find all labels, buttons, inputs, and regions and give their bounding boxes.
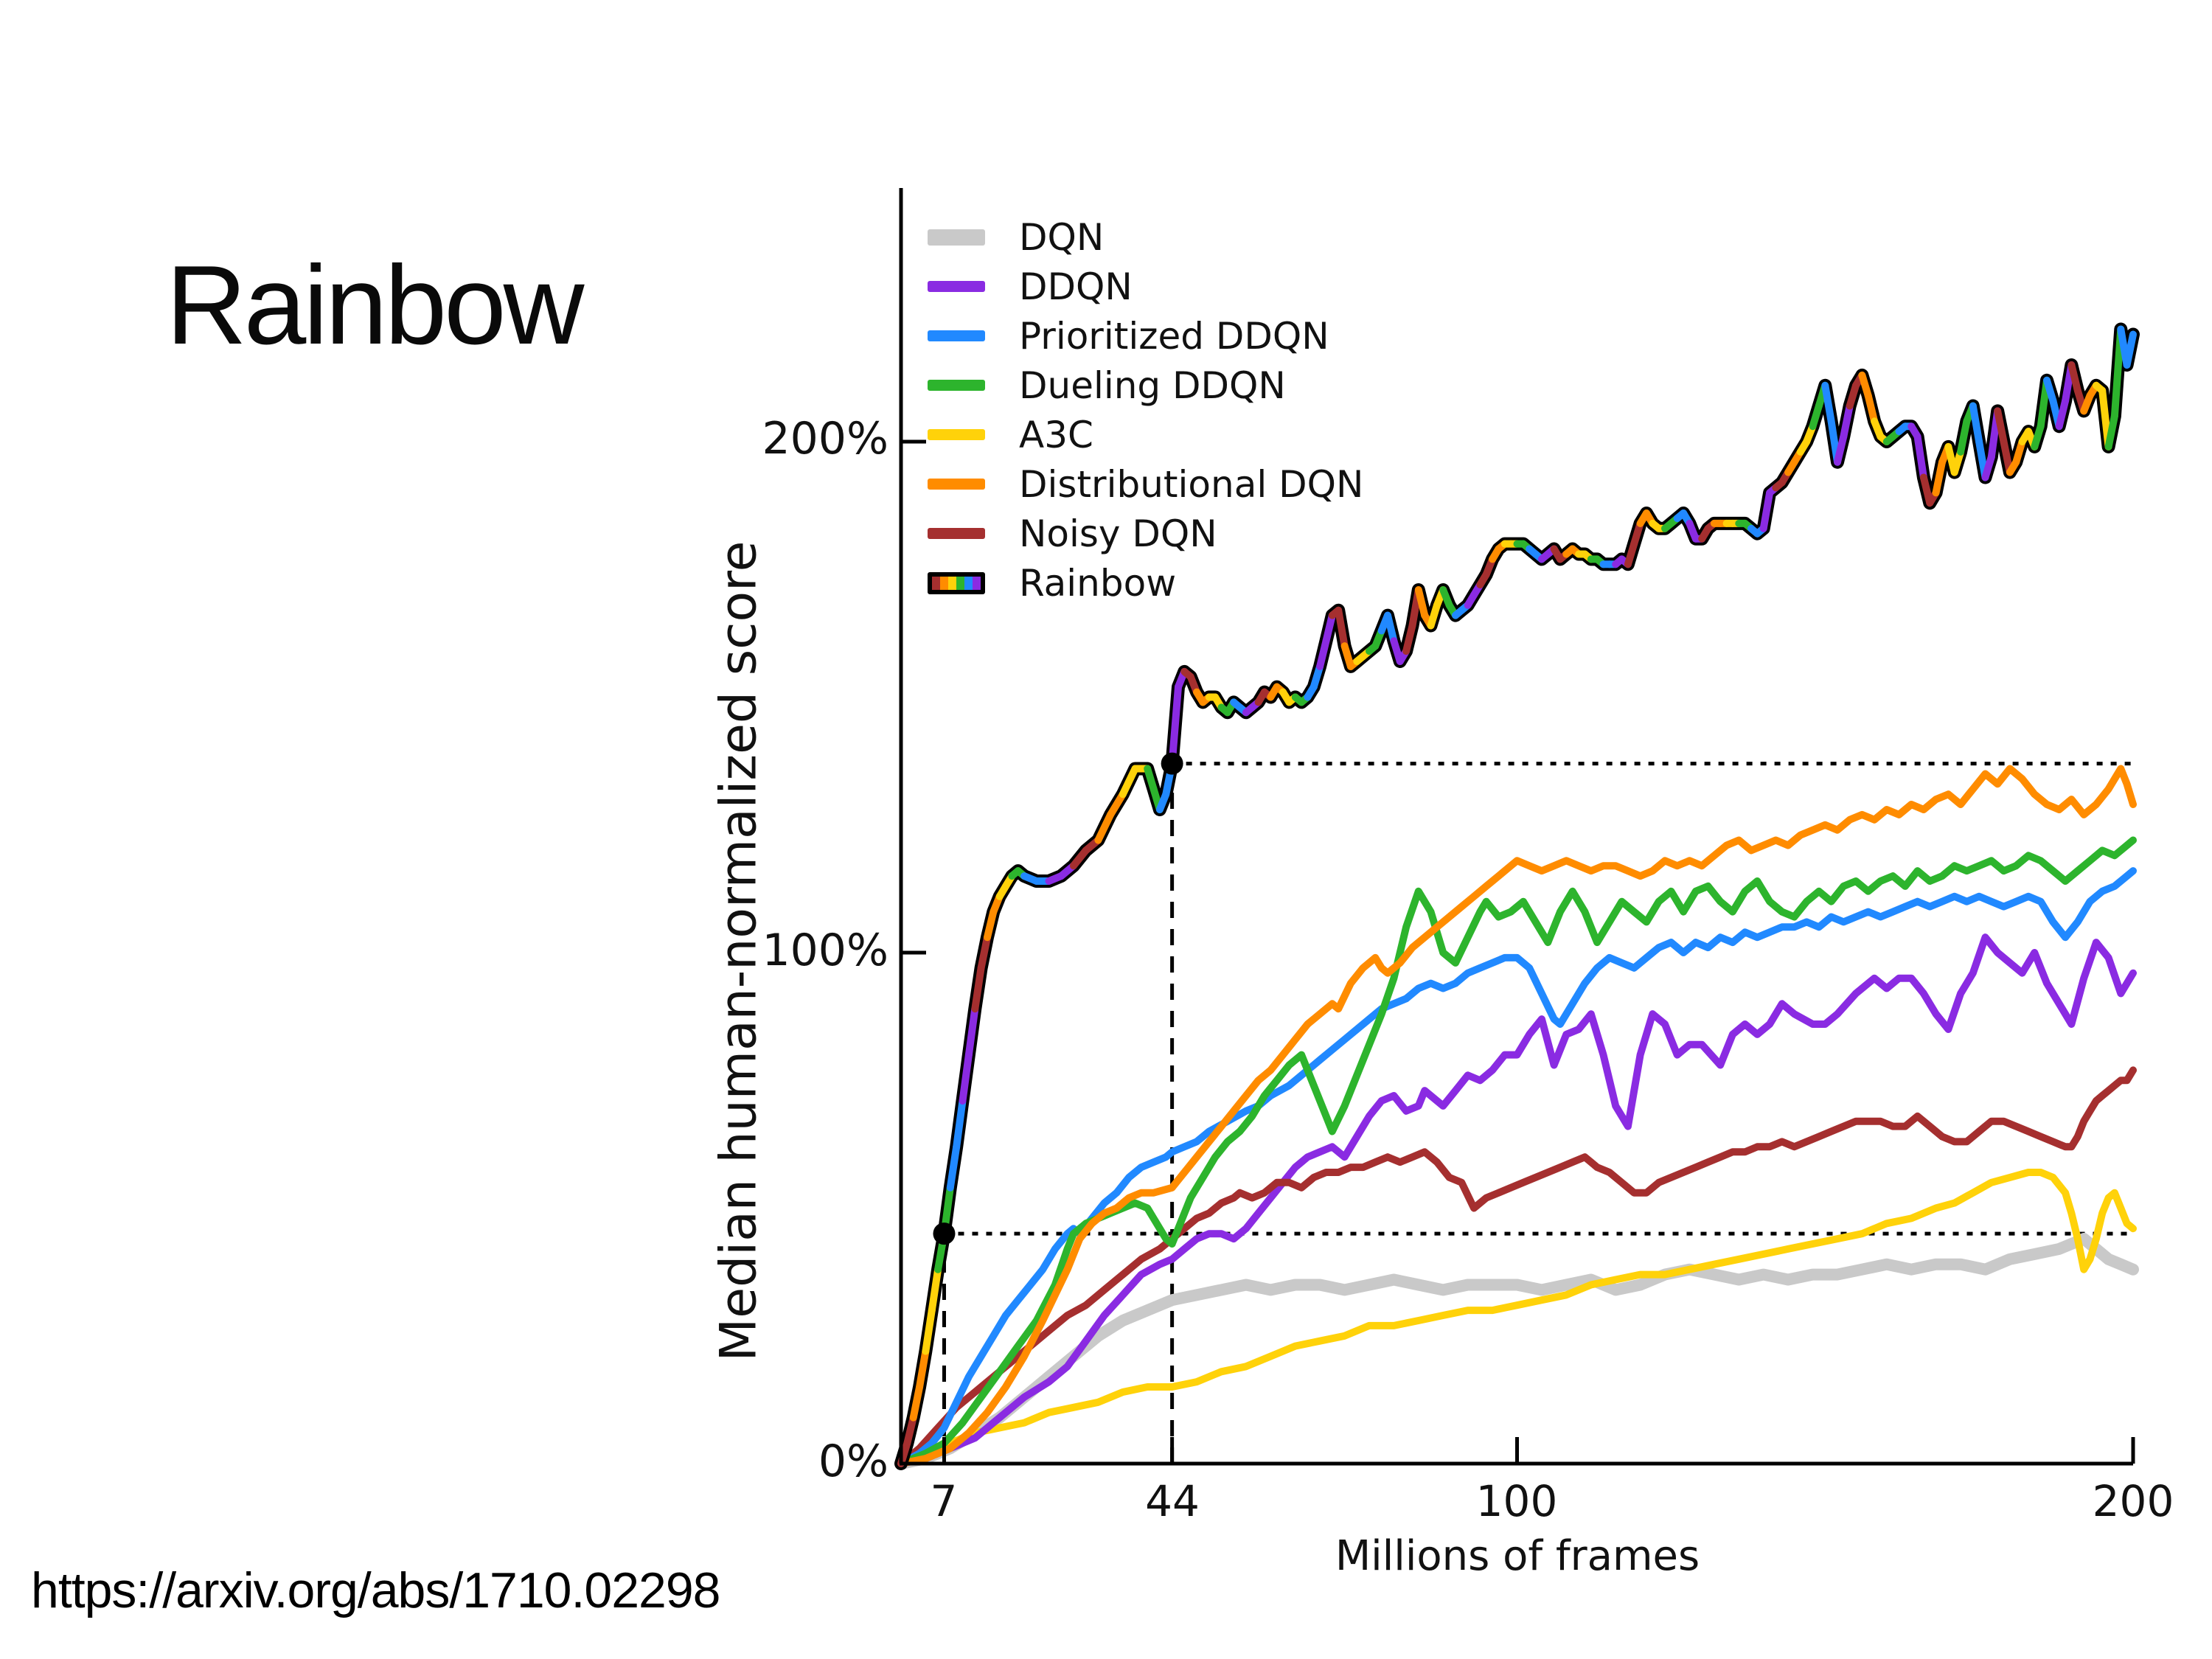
legend-item-a3c: A3C — [928, 410, 1363, 459]
x-axis-label: Millions of frames — [1335, 1532, 1700, 1580]
y-tick-0: 0% — [818, 1436, 888, 1488]
slide-title: Rainbow — [166, 242, 584, 368]
dqn-line-swatch-icon — [928, 229, 985, 246]
legend-item-prioritized-ddqn: Prioritized DDQN — [928, 311, 1363, 361]
legend-label: Rainbow — [1019, 561, 1177, 605]
legend-label: DDQN — [1019, 265, 1133, 308]
x-tick-200: 200 — [2092, 1476, 2174, 1526]
ddqn-line-swatch-icon — [928, 281, 985, 292]
x-tick-100: 100 — [1475, 1476, 1558, 1526]
distributional-dqn-line-swatch-icon — [928, 479, 985, 490]
rainbow-line-swatch-icon — [928, 571, 985, 594]
chart-legend: DQN DDQN Prioritized DDQN Dueling DDQN A… — [928, 212, 1363, 608]
x-tick-7: 7 — [930, 1476, 958, 1526]
legend-item-noisy-dqn: Noisy DQN — [928, 509, 1363, 558]
source-url: https://arxiv.org/abs/1710.02298 — [31, 1562, 720, 1618]
legend-label: DQN — [1019, 215, 1105, 259]
legend-label: Dueling DDQN — [1019, 364, 1286, 407]
legend-label: Distributional DQN — [1019, 462, 1364, 506]
legend-item-dueling-ddqn: Dueling DDQN — [928, 361, 1363, 410]
x-tick-44: 44 — [1145, 1476, 1200, 1526]
dueling-ddqn-line-swatch-icon — [928, 380, 985, 391]
legend-label: Prioritized DDQN — [1019, 314, 1329, 358]
legend-label: Noisy DQN — [1019, 512, 1217, 555]
legend-item-dqn: DQN — [928, 212, 1363, 262]
y-tick-100: 100% — [762, 925, 888, 977]
noisy-dqn-line-swatch-icon — [928, 528, 985, 539]
legend-label: A3C — [1019, 413, 1093, 456]
a3c-line-swatch-icon — [928, 429, 985, 440]
legend-item-ddqn: DDQN — [928, 262, 1363, 311]
legend-item-rainbow: Rainbow — [928, 558, 1363, 608]
prioritized-ddqn-line-swatch-icon — [928, 330, 985, 341]
legend-item-distributional-dqn: Distributional DQN — [928, 459, 1363, 509]
y-tick-200: 200% — [762, 413, 888, 465]
